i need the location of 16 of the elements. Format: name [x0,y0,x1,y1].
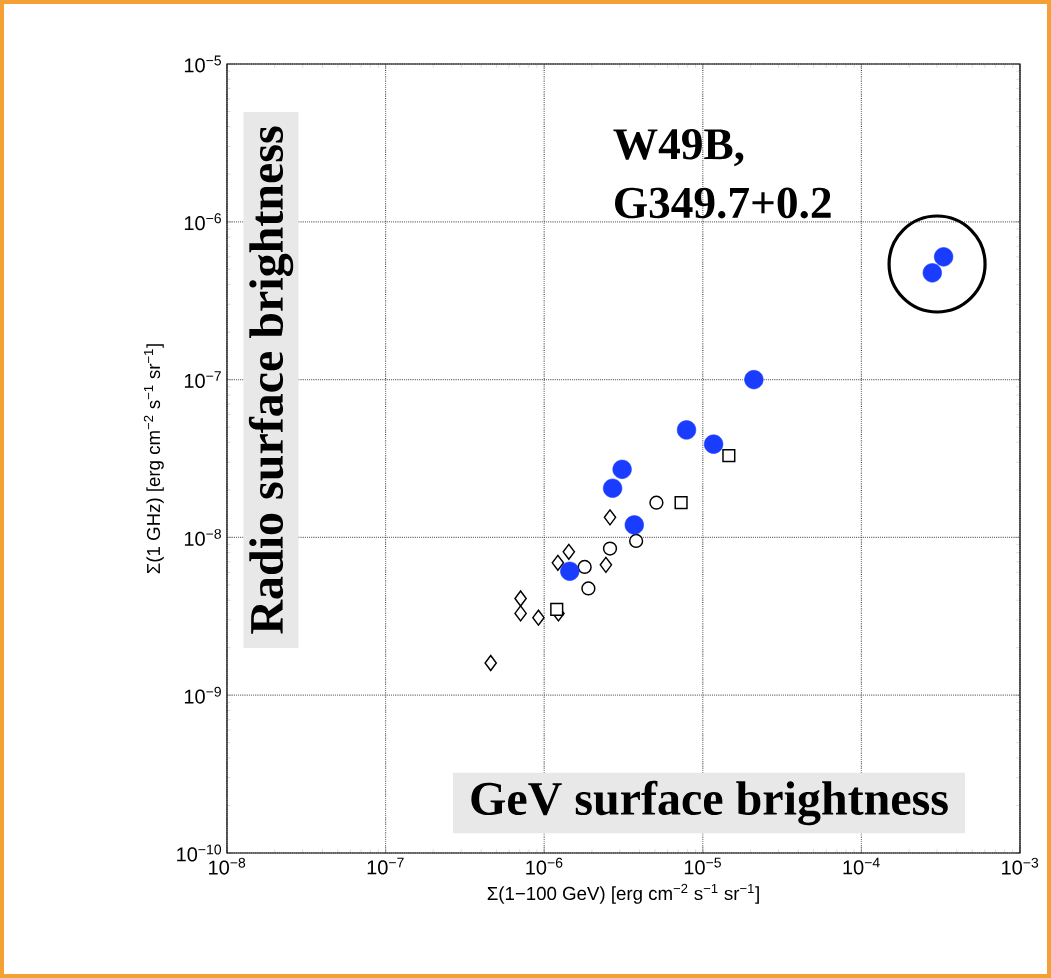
y-tick-label: 10$^{−7}$ [184,371,221,388]
x-tick-label: 10$^{−5}$ [684,857,721,875]
y-tick-label: 10$^{−9}$ [184,686,221,704]
x-tick-label: 10$^{−3}$ [1002,857,1039,875]
y-tick-label: 10$^{−6}$ [184,213,221,231]
x-tick-label: 10$^{−7}$ [367,857,404,875]
annotation: W49B, G349.7+0.2 [613,129,831,219]
annotation: GeV surface brightness [471,780,948,826]
x-tick-label: 10$^{−6}$ [526,857,563,875]
annotation: Radio surface brightness [248,126,294,634]
y-axis-title: Σ(1 GHz) [erg cm$^{−2}$ s$^{−1}$ sr$^{−1}$] [143,344,164,574]
x-tick-label: 10$^{−4}$ [843,857,880,875]
x-axis-title: Σ(1−100 GeV) [erg cm$^{−2}$ s$^{−1}$ sr$^{−1}$] [487,883,759,904]
y-tick-label: 10$^{−8}$ [184,528,221,546]
y-tick-label: 10$^{−5}$ [184,55,222,73]
x-tick-label: 10$^{−8}$ [209,857,246,875]
